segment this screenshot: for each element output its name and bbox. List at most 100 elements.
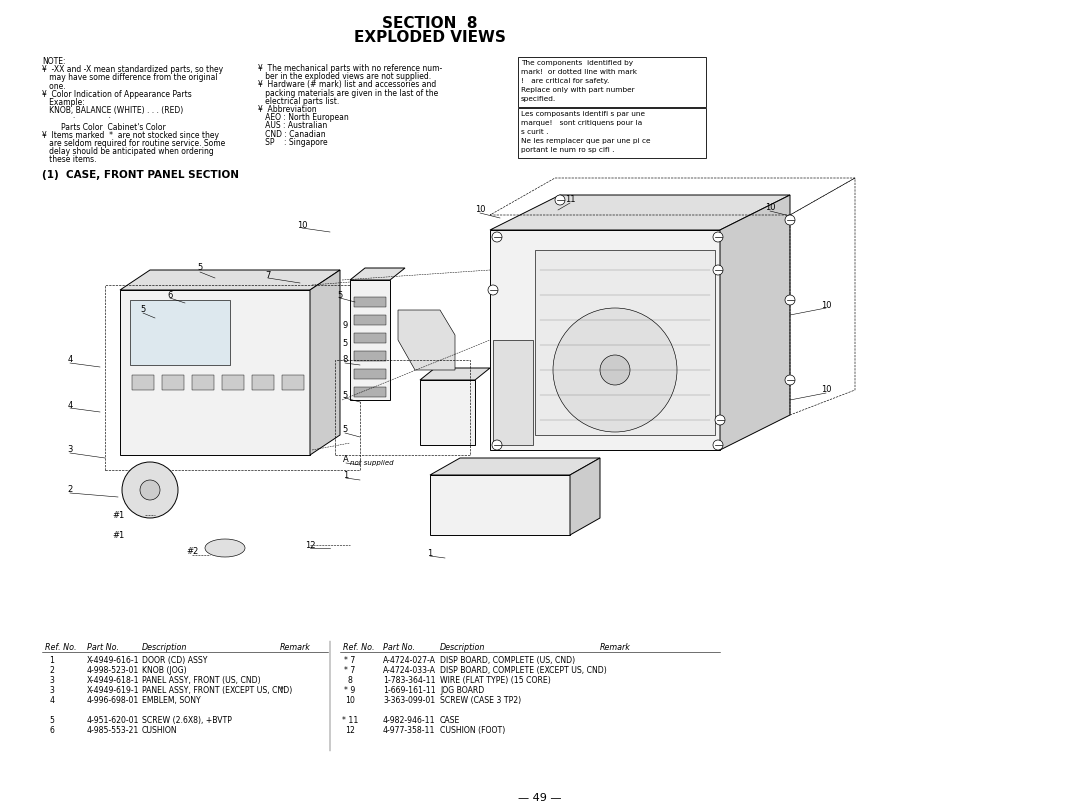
Polygon shape bbox=[430, 458, 600, 475]
Text: 4: 4 bbox=[50, 696, 54, 705]
Text: — 49 —: — 49 — bbox=[518, 793, 562, 803]
Text: one.: one. bbox=[42, 82, 66, 91]
Circle shape bbox=[785, 375, 795, 385]
Text: SCREW (CASE 3 TP2): SCREW (CASE 3 TP2) bbox=[440, 696, 522, 705]
Text: * 9: * 9 bbox=[345, 686, 355, 695]
Bar bbox=[192, 375, 214, 390]
Text: * 11: * 11 bbox=[341, 716, 359, 725]
Text: 5: 5 bbox=[50, 716, 54, 725]
Circle shape bbox=[713, 232, 723, 242]
Circle shape bbox=[140, 480, 160, 500]
Text: electrical parts list.: electrical parts list. bbox=[258, 97, 339, 105]
Circle shape bbox=[600, 355, 630, 385]
Text: #2: #2 bbox=[186, 547, 198, 556]
Ellipse shape bbox=[205, 539, 245, 557]
Text: EMBLEM, SONY: EMBLEM, SONY bbox=[141, 696, 201, 705]
Text: 8: 8 bbox=[348, 676, 352, 685]
Text: Description: Description bbox=[440, 643, 486, 652]
Text: *: * bbox=[280, 686, 284, 695]
Text: 5: 5 bbox=[342, 338, 348, 347]
Polygon shape bbox=[535, 250, 715, 435]
Text: ¥  Abbreviation: ¥ Abbreviation bbox=[258, 105, 316, 114]
Polygon shape bbox=[490, 195, 789, 230]
Text: SP    : Singapore: SP : Singapore bbox=[258, 138, 327, 147]
Text: specified.: specified. bbox=[521, 96, 556, 102]
Text: KNOB, BALANCE (WHITE) . . . (RED): KNOB, BALANCE (WHITE) . . . (RED) bbox=[42, 106, 184, 115]
Text: X-4949-619-1: X-4949-619-1 bbox=[87, 686, 139, 695]
Text: EXPLODED VIEWS: EXPLODED VIEWS bbox=[354, 30, 505, 45]
Text: 3: 3 bbox=[67, 445, 72, 454]
Text: 5: 5 bbox=[198, 264, 203, 272]
Text: 1-783-364-11: 1-783-364-11 bbox=[383, 676, 435, 685]
Bar bbox=[252, 375, 274, 390]
Text: Ref. No.: Ref. No. bbox=[45, 643, 77, 652]
Text: 10: 10 bbox=[821, 301, 832, 310]
Polygon shape bbox=[420, 368, 490, 380]
Text: 10: 10 bbox=[765, 204, 775, 212]
Text: CUSHION (FOOT): CUSHION (FOOT) bbox=[440, 726, 505, 735]
Text: ¥  Color Indication of Appearance Parts: ¥ Color Indication of Appearance Parts bbox=[42, 90, 192, 99]
Text: #1: #1 bbox=[112, 510, 124, 520]
Polygon shape bbox=[399, 310, 455, 370]
Text: CND : Canadian: CND : Canadian bbox=[258, 130, 326, 139]
Text: 6: 6 bbox=[50, 726, 54, 735]
Text: Remark: Remark bbox=[280, 643, 311, 652]
Text: 10: 10 bbox=[346, 696, 355, 705]
Text: Description: Description bbox=[141, 643, 188, 652]
Bar bbox=[518, 108, 706, 158]
Text: 4-998-523-01: 4-998-523-01 bbox=[87, 666, 139, 675]
Text: A: A bbox=[343, 456, 349, 465]
Polygon shape bbox=[490, 230, 720, 450]
Text: Part No.: Part No. bbox=[87, 643, 119, 652]
Text: PANEL ASSY, FRONT (US, CND): PANEL ASSY, FRONT (US, CND) bbox=[141, 676, 260, 685]
Text: ¥  Hardware (# mark) list and accessories and: ¥ Hardware (# mark) list and accessories… bbox=[258, 80, 436, 89]
Text: Ref. No.: Ref. No. bbox=[343, 643, 375, 652]
Text: 10: 10 bbox=[475, 205, 485, 214]
Polygon shape bbox=[492, 340, 534, 445]
Text: 4-985-553-21: 4-985-553-21 bbox=[87, 726, 139, 735]
Text: these items.: these items. bbox=[42, 156, 96, 165]
Bar bbox=[354, 387, 386, 397]
Text: 2: 2 bbox=[50, 666, 54, 675]
Text: A-4724-033-A: A-4724-033-A bbox=[383, 666, 436, 675]
Text: !   are critical for safety.: ! are critical for safety. bbox=[521, 78, 609, 84]
Text: 10: 10 bbox=[297, 221, 307, 230]
Circle shape bbox=[785, 215, 795, 225]
Text: 3-363-099-01: 3-363-099-01 bbox=[383, 696, 435, 705]
Bar bbox=[335, 360, 470, 455]
Text: 8: 8 bbox=[342, 355, 348, 364]
Text: 3: 3 bbox=[50, 686, 54, 695]
Bar bbox=[354, 297, 386, 307]
Text: marque!   sont critiquens pour la: marque! sont critiquens pour la bbox=[521, 120, 643, 126]
Text: ¥  The mechanical parts with no reference num-: ¥ The mechanical parts with no reference… bbox=[258, 64, 442, 73]
Text: ber in the exploded views are not supplied.: ber in the exploded views are not suppli… bbox=[258, 72, 431, 81]
Text: not supplied: not supplied bbox=[350, 460, 393, 466]
Polygon shape bbox=[430, 475, 570, 535]
Text: delay should be anticipated when ordering: delay should be anticipated when orderin… bbox=[42, 148, 214, 157]
Circle shape bbox=[492, 232, 502, 242]
Text: 1: 1 bbox=[50, 656, 54, 665]
Circle shape bbox=[713, 265, 723, 275]
Text: SCREW (2.6X8), +BVTP: SCREW (2.6X8), +BVTP bbox=[141, 716, 232, 725]
Text: mark!  or dotted line with mark: mark! or dotted line with mark bbox=[521, 69, 637, 75]
Text: 4: 4 bbox=[67, 401, 72, 410]
Text: Ne les remplacer que par une pi ce: Ne les remplacer que par une pi ce bbox=[521, 138, 650, 144]
Text: Example:: Example: bbox=[42, 98, 84, 107]
Text: packing materials are given in the last of the: packing materials are given in the last … bbox=[258, 88, 438, 97]
Text: JOG BOARD: JOG BOARD bbox=[440, 686, 484, 695]
Text: 5: 5 bbox=[337, 290, 342, 299]
Circle shape bbox=[122, 462, 178, 518]
Text: 4-982-946-11: 4-982-946-11 bbox=[383, 716, 435, 725]
Bar bbox=[105, 285, 360, 470]
Polygon shape bbox=[350, 268, 405, 280]
Text: AUS : Australian: AUS : Australian bbox=[258, 122, 327, 131]
Bar bbox=[222, 375, 244, 390]
Polygon shape bbox=[310, 270, 340, 455]
Polygon shape bbox=[720, 195, 789, 450]
Text: 12: 12 bbox=[305, 540, 315, 550]
Text: 4-951-620-01: 4-951-620-01 bbox=[87, 716, 139, 725]
Text: 3: 3 bbox=[50, 676, 54, 685]
Text: #1: #1 bbox=[112, 530, 124, 539]
Circle shape bbox=[713, 440, 723, 450]
Text: 1: 1 bbox=[428, 548, 433, 557]
